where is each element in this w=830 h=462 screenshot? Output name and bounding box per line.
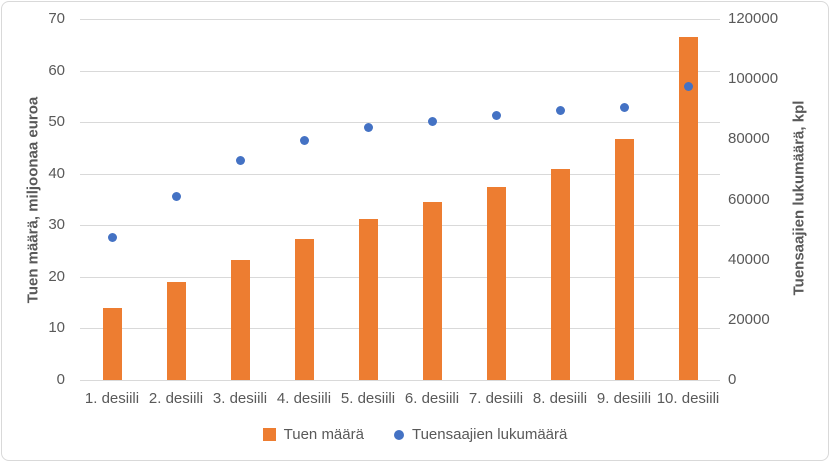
scatter-point-7. desiili	[492, 111, 501, 120]
gridline	[80, 380, 720, 381]
left-axis-tick-label: 70	[48, 10, 65, 27]
gridline	[80, 174, 720, 175]
left-axis-tick-label: 60	[48, 62, 65, 79]
scatter-point-5. desiili	[364, 123, 373, 132]
x-axis-category-label: 8. desiili	[532, 390, 588, 407]
scatter-point-3. desiili	[236, 156, 245, 165]
left-axis-tick-label: 10	[48, 319, 65, 336]
left-axis-tick-label: 30	[48, 216, 65, 233]
x-axis-category-label: 6. desiili	[404, 390, 460, 407]
x-axis-category-label: 4. desiili	[276, 390, 332, 407]
left-axis-tick-label: 0	[56, 371, 65, 388]
bar-7. desiili	[487, 187, 506, 380]
bar-10. desiili	[679, 37, 698, 380]
right-axis-tick-label: 120000	[728, 10, 779, 27]
gridline	[80, 71, 720, 72]
right-axis-tick-label: 80000	[728, 130, 770, 147]
x-axis-category-label: 10. desiili	[656, 390, 720, 407]
bar-1. desiili	[103, 308, 122, 380]
left-axis-title: Tuen määrä, miljoonaa euroa	[24, 96, 42, 304]
scatter-point-8. desiili	[556, 106, 565, 115]
x-axis-category-label: 7. desiili	[468, 390, 524, 407]
bar-3. desiili	[231, 260, 250, 380]
right-axis-tick-label: 60000	[728, 191, 770, 208]
right-axis-tick-label: 20000	[728, 311, 770, 328]
x-axis-category-label: 1. desiili	[84, 390, 140, 407]
scatter-point-6. desiili	[428, 117, 437, 126]
bar-6. desiili	[423, 202, 442, 380]
bar-series-swatch-icon	[262, 428, 276, 441]
x-axis-category-label: 3. desiili	[212, 390, 268, 407]
right-axis-tick-label: 0	[728, 371, 737, 388]
x-axis-category-label: 5. desiili	[340, 390, 396, 407]
scatter-series-swatch-icon	[393, 429, 404, 440]
x-axis-category-label: 9. desiili	[596, 390, 652, 407]
gridline	[80, 19, 720, 20]
bar-4. desiili	[295, 239, 314, 380]
gridline	[80, 328, 720, 329]
gridline	[80, 122, 720, 123]
scatter-point-1. desiili	[108, 233, 117, 242]
right-axis-title: Tuensaajien lukumäärä, kpl	[790, 100, 808, 296]
legend-label-bar-series: Tuen määrä	[283, 426, 364, 443]
scatter-point-4. desiili	[300, 136, 309, 145]
scatter-point-9. desiili	[620, 103, 629, 112]
bar-2. desiili	[167, 282, 186, 380]
right-axis-tick-label: 100000	[728, 70, 779, 87]
gridline	[80, 225, 720, 226]
bar-5. desiili	[359, 219, 378, 380]
legend-item-bar-series: Tuen määrä	[262, 426, 364, 443]
bar-9. desiili	[615, 139, 634, 380]
left-axis-tick-label: 20	[48, 268, 65, 285]
scatter-point-10. desiili	[684, 82, 693, 91]
bar-8. desiili	[551, 169, 570, 380]
gridline	[80, 277, 720, 278]
x-axis-category-label: 2. desiili	[148, 390, 204, 407]
legend: Tuen määrä Tuensaajien lukumäärä	[2, 426, 828, 443]
right-axis-tick-label: 40000	[728, 251, 770, 268]
legend-label-scatter-series: Tuensaajien lukumäärä	[411, 426, 568, 443]
left-axis-tick-label: 50	[48, 113, 65, 130]
left-axis-tick-label: 40	[48, 165, 65, 182]
scatter-point-2. desiili	[172, 192, 181, 201]
legend-item-scatter-series: Tuensaajien lukumäärä	[393, 426, 568, 443]
